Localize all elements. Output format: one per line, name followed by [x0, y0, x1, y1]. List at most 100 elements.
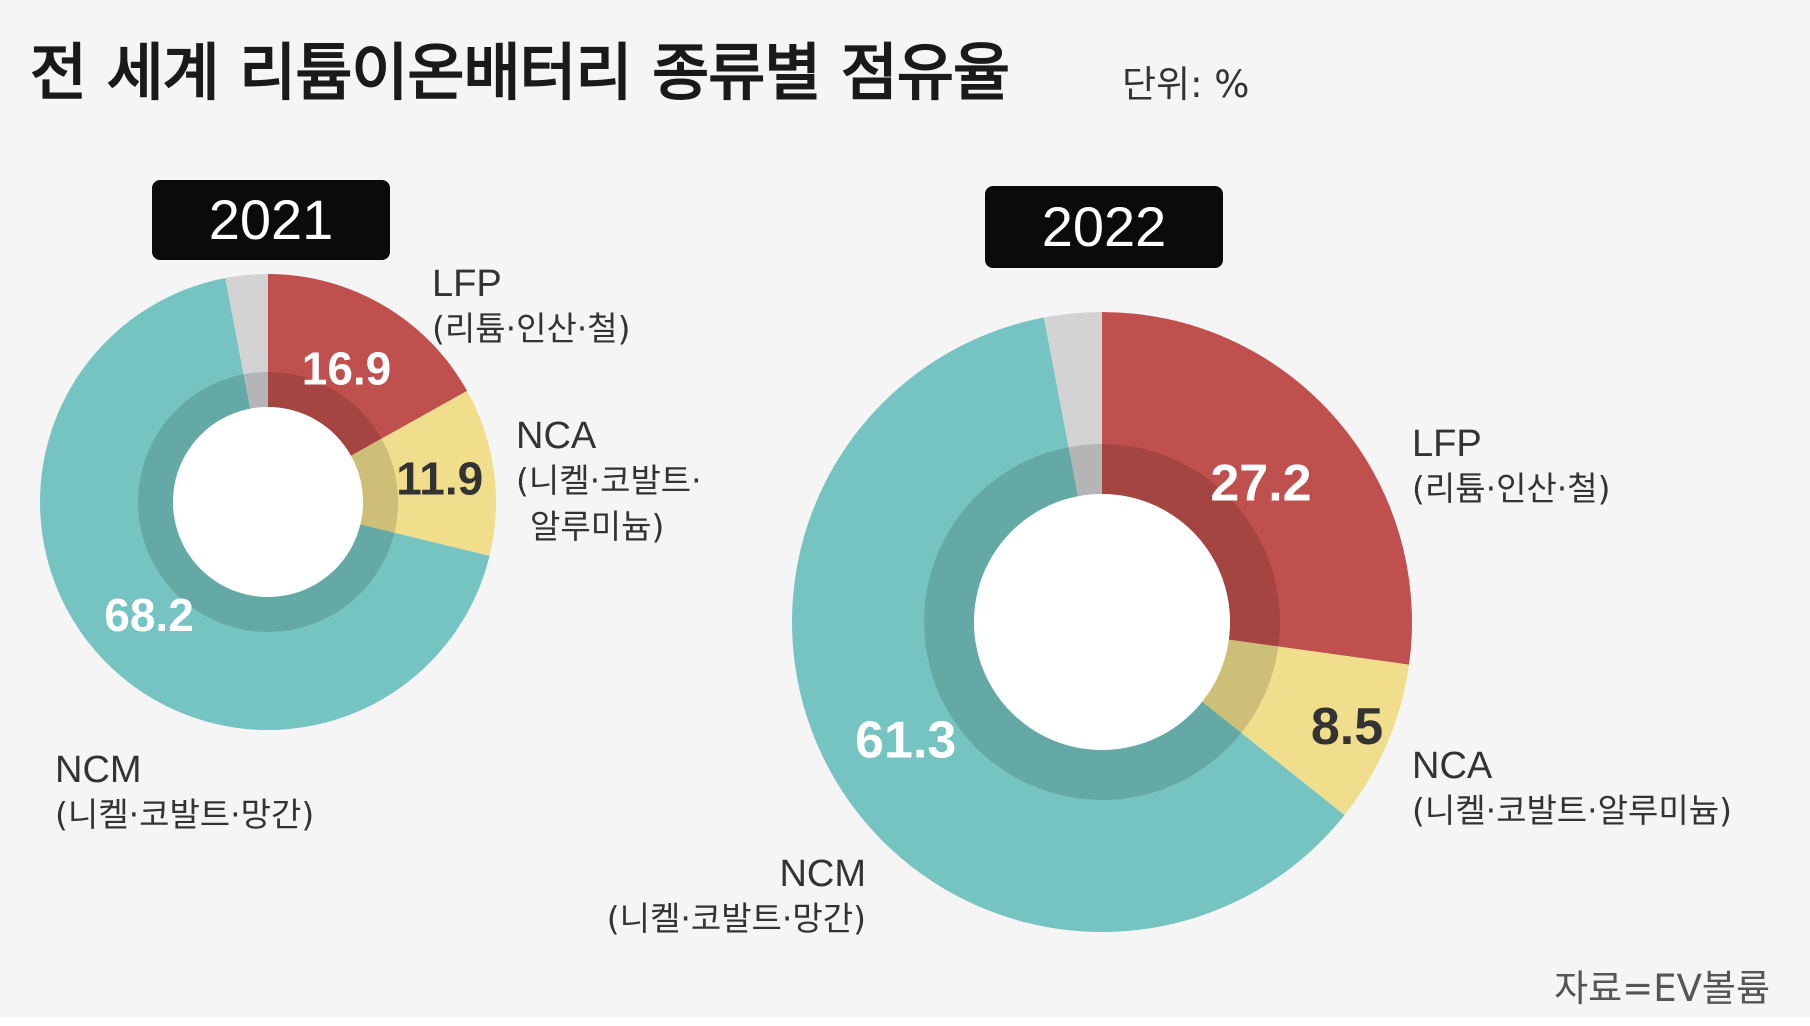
label-2021-ncm-sub: (니켈·코발트·망간) — [55, 795, 315, 834]
battery-cell-cap — [1182, 118, 1266, 178]
battery-cell-cap — [1586, 200, 1670, 260]
battery-cell-cap — [1714, 270, 1798, 330]
label-2021-nca-sub1: (니켈·코발트· — [516, 461, 702, 500]
chart-title: 전 세계 리튬이온배터리 종류별 점유율 — [30, 36, 1010, 109]
slice-2021-NCM — [40, 278, 490, 731]
label-2021-ncm: NCM (니켈·코발트·망간) — [55, 748, 314, 838]
battery-cell-cap — [1090, 112, 1174, 172]
battery-cell-cap — [1326, 362, 1410, 422]
battery-cell-cap — [1054, 48, 1138, 108]
battery-cell-cap — [1602, 380, 1686, 440]
battery-cell-cap — [1806, 293, 1810, 319]
battery-cell-cap — [1402, 188, 1486, 248]
unit-label: 단위: % — [1122, 63, 1250, 106]
battery-cell-cap — [1566, 316, 1650, 376]
label-2022-ncm: NCM (니켈·코발트·망간) — [607, 852, 866, 942]
battery-cell-cap — [1438, 252, 1522, 312]
inner-ring-2022-기타 — [1068, 444, 1102, 497]
battery-cell-cap — [1362, 420, 1446, 480]
year-badge-2022: 2022 — [985, 186, 1223, 268]
battery-cell-cap — [1494, 194, 1578, 254]
source-note: 자료=EV볼륨 — [1554, 967, 1770, 1010]
battery-cell-cap — [1018, 0, 1102, 50]
battery-cell-cap — [1658, 322, 1742, 382]
battery-cell-cap — [1418, 368, 1502, 428]
label-2021-lfp-name: LFP — [432, 263, 502, 305]
label-2021-ncm-name: NCM — [55, 749, 142, 791]
inner-ring-2021-LFP — [268, 372, 382, 456]
battery-cell-cap — [1662, 32, 1746, 92]
battery-cell-cap — [1622, 264, 1706, 324]
inner-ring-2022-LFP — [1102, 444, 1280, 647]
battery-cell-cap — [1642, 148, 1726, 208]
battery-cell-cap — [1790, 100, 1810, 152]
year-badge-2021: 2021 — [152, 180, 390, 260]
inner-ring-2021-NCA — [350, 438, 398, 533]
battery-cell-cap — [1698, 90, 1782, 150]
battery-cell-cap — [1274, 124, 1358, 184]
battery-cell-cap — [1202, 2, 1286, 62]
battery-cell-cap — [1454, 426, 1538, 486]
label-2022-nca-name: NCA — [1412, 745, 1493, 787]
battery-cell-cap — [1678, 206, 1762, 266]
label-2022-lfp-name: LFP — [1412, 423, 1482, 465]
battery-cell-cap — [1366, 130, 1450, 190]
donut-2021: 16.9 11.9 68.2 — [40, 274, 496, 731]
battery-cell-cap — [1750, 328, 1810, 388]
battery-cell-cap — [1238, 60, 1322, 120]
value-label-2022-NCA: 8.5 — [1311, 698, 1383, 756]
donut-hole-2022 — [974, 494, 1230, 750]
battery-cell-cap — [1386, 14, 1470, 74]
label-2021-nca-sub2: 알루미늄) — [530, 507, 665, 546]
battery-cell-cap — [1734, 154, 1810, 214]
donut-2022: 27.2 8.5 61.3 — [791, 312, 1412, 932]
label-2021-lfp-sub: (리튬·인산·철) — [432, 309, 631, 348]
battery-cell-cap — [1754, 38, 1810, 98]
donut-hole-2021 — [173, 407, 363, 597]
value-label-2021-LFP: 16.9 — [302, 342, 392, 394]
value-label-2021-NCA: 11.9 — [396, 453, 483, 505]
label-2021-lfp: LFP (리튬·인산·철) — [432, 262, 631, 352]
battery-cell-cap — [1514, 78, 1598, 138]
label-2021-nca-name: NCA — [516, 415, 597, 457]
battery-cell-cap — [1550, 142, 1634, 202]
battery-cell-cap — [1310, 182, 1394, 242]
battery-cell-cap — [1530, 258, 1614, 318]
label-2022-nca-sub: (니켈·코발트·알루미늄) — [1412, 791, 1732, 830]
battery-cell-cap — [1294, 8, 1378, 68]
battery-cell-cap — [1638, 438, 1722, 498]
battery-cell-cap — [1510, 374, 1594, 434]
slice-2022-NCM — [791, 317, 1345, 932]
battery-cell-cap — [1110, 0, 1194, 56]
battery-cell-cap — [1290, 298, 1374, 358]
battery-cell-cap — [998, 106, 1082, 166]
battery-cell-cap — [1570, 26, 1654, 86]
label-2022-lfp: LFP (리튬·인산·철) — [1412, 422, 1611, 512]
battery-cell-cap — [1254, 240, 1338, 300]
battery-cell-cap — [1786, 394, 1810, 450]
label-2022-ncm-name: NCM — [779, 853, 866, 895]
battery-cell-cap — [1218, 176, 1302, 236]
battery-cell-cap — [1546, 432, 1630, 492]
label-2022-lfp-sub: (리튬·인산·철) — [1412, 469, 1611, 508]
battery-cell-cap — [1422, 72, 1506, 132]
battery-cell-cap — [1330, 66, 1414, 126]
label-2022-nca: NCA (니켈·코발트·알루미늄) — [1412, 744, 1732, 834]
value-label-2022-LFP: 27.2 — [1210, 455, 1311, 513]
label-2021-nca: NCA (니켈·코발트· 알루미늄) — [516, 414, 702, 550]
battery-cell-cap — [1730, 444, 1810, 504]
battery-cell-cap — [1146, 54, 1230, 114]
battery-cell-cap — [1458, 136, 1542, 196]
slice-2022-LFP — [1102, 312, 1412, 665]
battery-cell-cap — [1346, 246, 1430, 306]
inner-ring-2021-기타 — [243, 372, 268, 409]
inner-ring-2022-NCM — [924, 447, 1242, 800]
battery-cell-cap — [1478, 20, 1562, 80]
label-2022-ncm-sub: (니켈·코발트·망간) — [606, 899, 866, 938]
battery-cell-cap — [1382, 304, 1466, 364]
battery-cell-cap — [1474, 310, 1558, 370]
battery-cell-cap — [1606, 84, 1690, 144]
value-label-2021-NCM: 68.2 — [104, 589, 194, 641]
